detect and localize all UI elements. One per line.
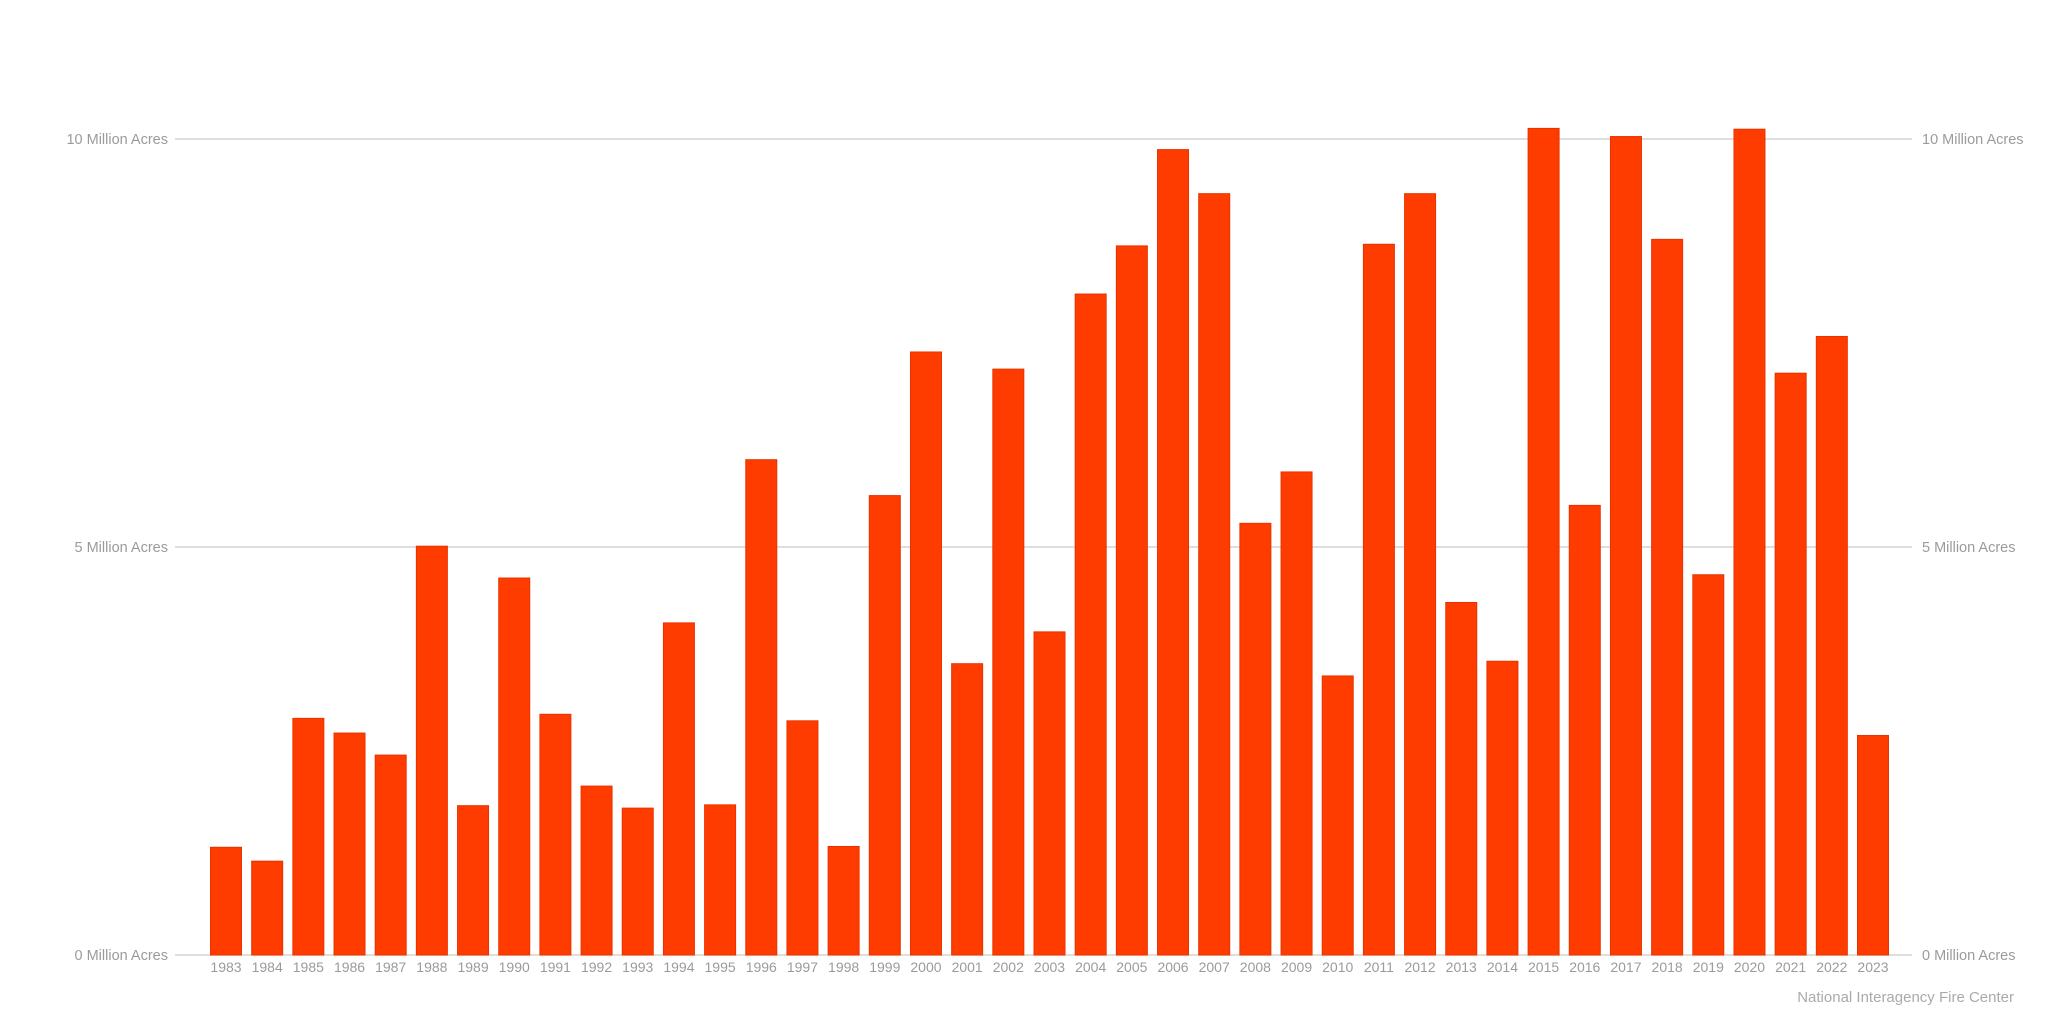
y-tick-label-right: 5 Million Acres: [1922, 540, 2015, 556]
x-tick-label: 1997: [787, 959, 818, 975]
x-tick-label: 2004: [1075, 959, 1106, 975]
bar-1985: [292, 717, 325, 956]
bar-2006: [1157, 149, 1190, 956]
bar-2009: [1280, 471, 1313, 956]
x-tick-label: 2015: [1528, 959, 1559, 975]
bar-1994: [662, 622, 695, 956]
bar-2021: [1774, 372, 1807, 956]
x-tick-label: 2019: [1693, 959, 1724, 975]
x-tick-label: 2020: [1734, 959, 1765, 975]
bar-1996: [745, 459, 778, 956]
x-tick-label: 1992: [581, 959, 612, 975]
x-tick-label: 2006: [1157, 959, 1188, 975]
x-tick-label: 2014: [1487, 959, 1518, 975]
bar-1989: [457, 805, 490, 956]
bar-1991: [539, 713, 572, 956]
bar-2002: [992, 368, 1025, 956]
bar-2013: [1445, 601, 1478, 956]
x-tick-label: 2000: [910, 959, 941, 975]
x-tick-label: 1986: [334, 959, 365, 975]
bar-1984: [251, 860, 284, 956]
bar-2017: [1609, 136, 1642, 956]
bar-2011: [1362, 243, 1395, 956]
x-tick-label: 2018: [1652, 959, 1683, 975]
x-tick-label: 1999: [869, 959, 900, 975]
bar-1988: [415, 545, 448, 956]
x-tick-label: 2007: [1199, 959, 1230, 975]
x-tick-label: 1993: [622, 959, 653, 975]
x-tick-label: 2022: [1816, 959, 1847, 975]
y-tick-label-left: 0 Million Acres: [75, 948, 168, 964]
x-tick-label: 1989: [457, 959, 488, 975]
bar-1990: [498, 577, 531, 956]
x-tick-label: 1990: [499, 959, 530, 975]
bar-2020: [1733, 128, 1766, 956]
x-tick-label: 2011: [1364, 959, 1394, 975]
x-tick-label: 1998: [828, 959, 859, 975]
bar-2015: [1527, 127, 1560, 956]
x-tick-label: 1987: [375, 959, 406, 975]
bar-2000: [909, 351, 942, 956]
y-tick-label-left: 10 Million Acres: [66, 132, 168, 148]
x-tick-label: 2005: [1116, 959, 1147, 975]
x-tick-label: 2002: [993, 959, 1024, 975]
bar-layer: [210, 127, 1889, 956]
bar-2014: [1486, 660, 1519, 956]
bar-2022: [1815, 335, 1848, 956]
bar-2003: [1033, 631, 1066, 956]
bar-2012: [1404, 193, 1437, 956]
y-tick-label-right: 0 Million Acres: [1922, 948, 2015, 964]
x-tick-label: 2009: [1281, 959, 1312, 975]
x-tick-label: 1985: [293, 959, 324, 975]
bar-1987: [374, 754, 407, 956]
x-tick-label: 1994: [663, 959, 694, 975]
bar-2004: [1074, 293, 1107, 956]
bar-1997: [786, 720, 819, 956]
x-tick-label: 2001: [952, 959, 983, 975]
x-tick-label: 1988: [416, 959, 447, 975]
bar-2018: [1651, 238, 1684, 956]
bar-2016: [1568, 504, 1601, 956]
bar-2005: [1115, 245, 1148, 956]
x-tick-label: 1991: [540, 959, 571, 975]
y-tick-label-right: 10 Million Acres: [1922, 132, 2024, 148]
bar-1993: [621, 807, 654, 956]
bar-2007: [1198, 193, 1231, 956]
x-tick-label: 1995: [705, 959, 736, 975]
label-layer: 0 Million Acres 0 Million Acres 5 Million …: [66, 132, 2023, 975]
bar-2023: [1857, 734, 1889, 956]
bar-2010: [1321, 675, 1354, 956]
x-tick-label: 2016: [1569, 959, 1600, 975]
bar-2019: [1692, 574, 1725, 956]
bar-1999: [868, 495, 901, 956]
x-tick-label: 2010: [1322, 959, 1353, 975]
x-tick-label: 1996: [746, 959, 777, 975]
x-tick-label: 2008: [1240, 959, 1271, 975]
bar-1995: [704, 804, 737, 956]
source-credit: National Interagency Fire Center: [1797, 989, 2014, 1006]
y-tick-label-left: 5 Million Acres: [75, 540, 168, 556]
x-tick-label: 1984: [252, 959, 283, 975]
bar-1992: [580, 785, 613, 956]
x-tick-label: 2017: [1610, 959, 1641, 975]
x-tick-label: 2013: [1446, 959, 1477, 975]
bar-1983: [210, 846, 242, 956]
bar-1986: [333, 732, 366, 956]
bar-2001: [951, 663, 984, 956]
bar-1998: [827, 845, 860, 956]
x-tick-label: 2021: [1775, 959, 1806, 975]
x-tick-label: 2023: [1857, 959, 1888, 975]
x-tick-label: 1983: [210, 959, 241, 975]
x-tick-label: 2012: [1404, 959, 1435, 975]
bar-2008: [1239, 522, 1272, 956]
x-tick-label: 2003: [1034, 959, 1065, 975]
